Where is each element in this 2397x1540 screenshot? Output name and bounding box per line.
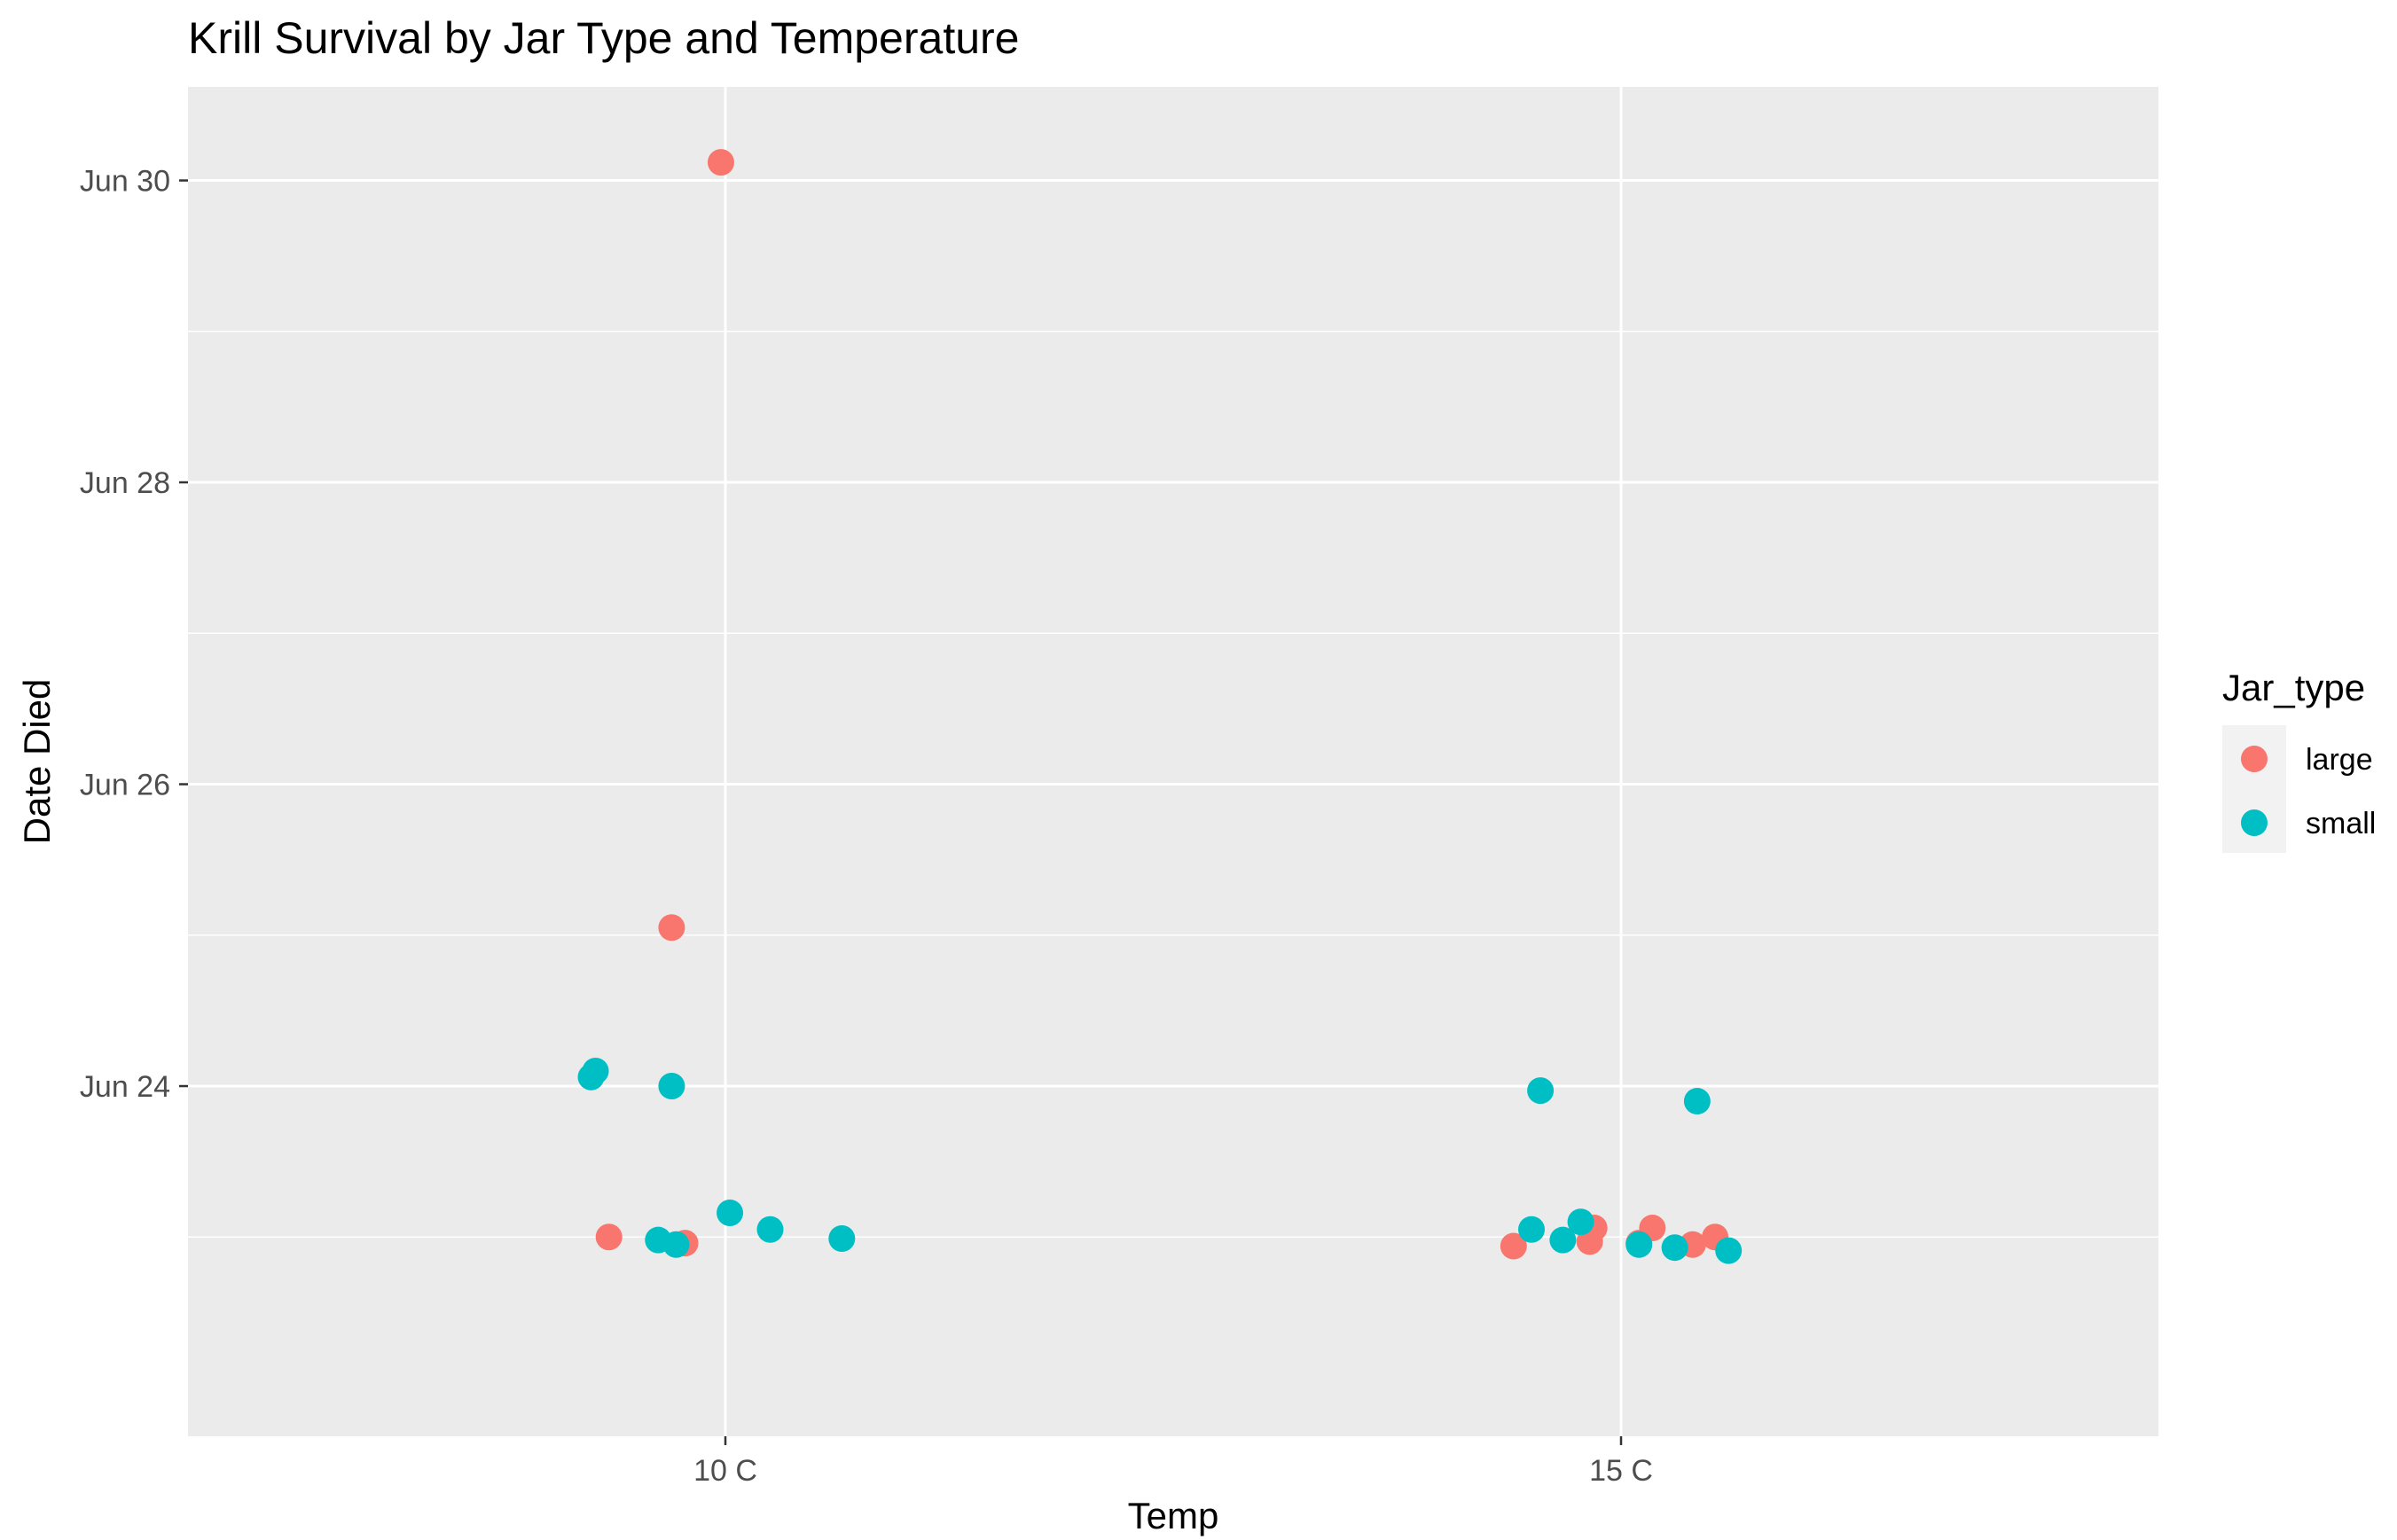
data-point-small (662, 1231, 690, 1258)
data-point-small (1715, 1237, 1743, 1264)
data-point-small (1661, 1234, 1688, 1262)
data-point-large (658, 914, 685, 942)
y-tick-label: Jun 24 (80, 1070, 170, 1104)
legend-label-large: large (2306, 743, 2373, 777)
data-points (577, 149, 1743, 1264)
legend-title: Jar_type (2222, 667, 2365, 708)
data-point-small (1518, 1216, 1545, 1243)
data-point-small (717, 1200, 744, 1227)
chart-title: Krill Survival by Jar Type and Temperatu… (188, 13, 1019, 63)
data-point-small (577, 1063, 605, 1091)
data-point-small (1683, 1088, 1711, 1115)
data-point-large (707, 149, 734, 176)
data-point-small (828, 1224, 856, 1252)
data-point-small (658, 1073, 685, 1100)
data-point-small (756, 1216, 784, 1243)
data-point-small (1549, 1226, 1577, 1254)
data-point-small (1567, 1208, 1594, 1236)
x-tick-label: 15 C (1589, 1454, 1653, 1488)
x-axis-title: Temp (1128, 1495, 1219, 1536)
y-tick-label: Jun 26 (80, 769, 170, 802)
data-point-small (1625, 1231, 1653, 1258)
legend-key-large (2241, 746, 2268, 772)
data-point-large (595, 1223, 623, 1251)
legend: Jar_type large small (2222, 667, 2376, 853)
x-tick-label: 10 C (693, 1454, 757, 1488)
plot-panel (188, 87, 2158, 1436)
y-axis-title: Date Died (16, 679, 58, 845)
y-tick-label: Jun 28 (80, 466, 170, 500)
grid-lines (188, 87, 2158, 1436)
data-point-large (1500, 1232, 1527, 1260)
legend-label-small: small (2306, 807, 2376, 840)
data-point-small (1527, 1077, 1555, 1105)
legend-key-small (2241, 809, 2268, 836)
axes: Jun 24 Jun 26 Jun 28 Jun 30 10 C 15 C (80, 165, 1653, 1488)
y-tick-label: Jun 30 (80, 165, 170, 199)
